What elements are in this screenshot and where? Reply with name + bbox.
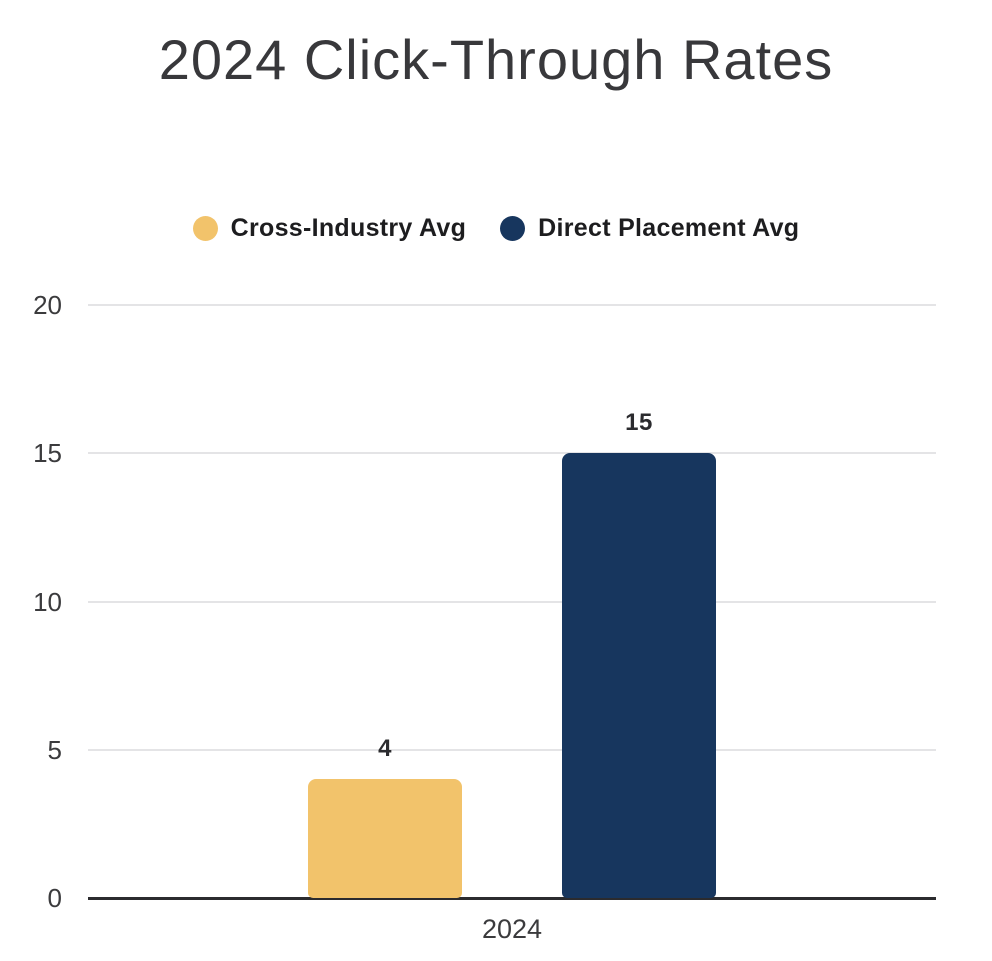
legend-dot-icon	[192, 216, 218, 241]
bar-direct-placement-avg[interactable]	[562, 453, 716, 898]
bar-value-label: 4	[378, 735, 392, 763]
legend-item-label: Direct Placement Avg	[538, 214, 800, 242]
gridline	[88, 600, 936, 603]
gridline	[88, 304, 936, 306]
y-tick-label: 0	[47, 883, 62, 913]
legend-item-label: Cross-Industry Avg	[230, 214, 467, 242]
legend-dot-icon	[500, 216, 526, 241]
gridline	[88, 452, 936, 455]
legend-item-cross-industry-avg[interactable]: Cross-Industry Avg	[192, 214, 467, 243]
legend: Cross-Industry Avg Direct Placement Avg	[0, 214, 992, 243]
y-tick-label: 10	[33, 586, 62, 617]
y-tick-label: 5	[47, 734, 62, 765]
y-tick-label: 20	[33, 290, 62, 320]
legend-item-direct-placement-avg[interactable]: Direct Placement Avg	[500, 214, 799, 243]
bar-cross-industry-avg[interactable]	[308, 779, 462, 898]
chart-title: 2024 Click-Through Rates	[158, 28, 834, 91]
gridline	[88, 748, 936, 751]
y-tick-label: 15	[33, 438, 62, 469]
x-axis-line	[88, 897, 936, 900]
bar-value-label: 15	[625, 409, 653, 437]
x-tick-label: 2024	[481, 914, 543, 944]
